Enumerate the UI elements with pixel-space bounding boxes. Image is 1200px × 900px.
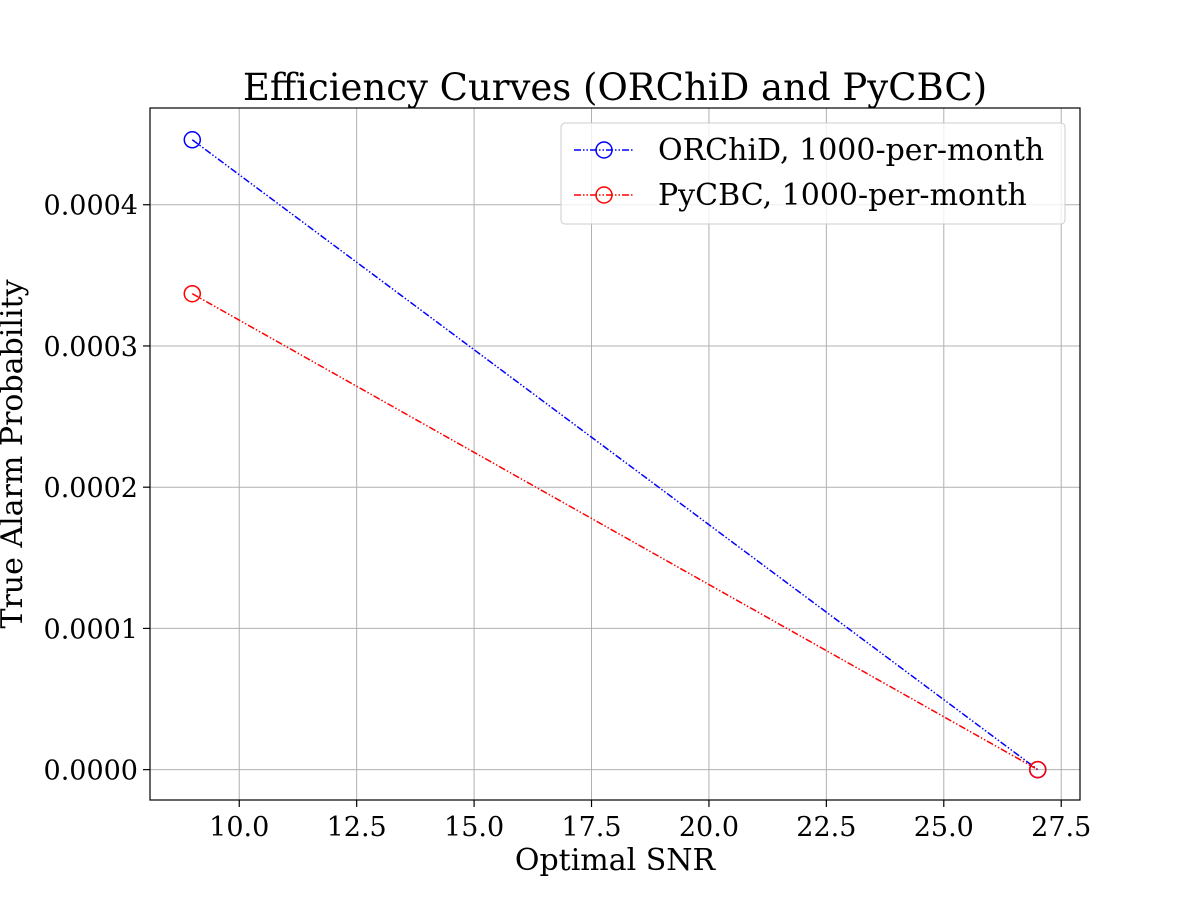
series-pycbc [183, 284, 1047, 779]
legend-label: PyCBC, 1000-per-month [658, 178, 1027, 213]
legend-label: ORChiD, 1000-per-month [658, 133, 1044, 168]
data-point-marker [183, 284, 202, 303]
x-tick-label: 12.5 [327, 812, 387, 843]
legend-marker-swatch [595, 186, 613, 204]
x-tick-label: 22.5 [796, 812, 856, 843]
y-tick-label: 0.0004 [44, 191, 138, 222]
series-layer [183, 131, 1047, 779]
x-tick-label: 25.0 [914, 812, 974, 843]
x-axis-ticks: 10.0 12.5 15.0 17.5 20.0 22.5 25.0 27.5 [209, 800, 1091, 843]
chart-title: Efficiency Curves (ORChiD and PyCBC) [243, 66, 987, 109]
data-point-marker [1028, 760, 1047, 779]
y-axis-ticks: 0.0000 0.0001 0.0002 0.0003 0.0004 [44, 191, 150, 787]
x-tick-label: 15.0 [444, 812, 504, 843]
x-tick-label: 27.5 [1031, 812, 1091, 843]
series-line [191, 293, 1039, 771]
y-tick-label: 0.0001 [44, 614, 138, 645]
y-axis-label: True Alarm Probability [0, 279, 30, 628]
legend-entry: PyCBC, 1000-per-month [574, 178, 1027, 213]
legend: ORChiD, 1000-per-month PyCBC, 1000-per-mo… [560, 122, 1066, 225]
y-tick-label: 0.0002 [44, 473, 138, 504]
legend-marker-swatch [595, 141, 613, 159]
y-tick-label: 0.0000 [44, 756, 138, 787]
legend-entry: ORChiD, 1000-per-month [574, 133, 1044, 168]
y-tick-label: 0.0003 [44, 332, 138, 363]
x-tick-label: 17.5 [561, 812, 621, 843]
data-point-marker [183, 131, 202, 149]
legend-frame [560, 122, 1066, 225]
plot-area-frame [149, 107, 1081, 801]
x-tick-label: 20.0 [679, 812, 739, 843]
x-tick-label: 10.0 [209, 812, 269, 843]
x-axis-label: Optimal SNR [515, 843, 717, 878]
